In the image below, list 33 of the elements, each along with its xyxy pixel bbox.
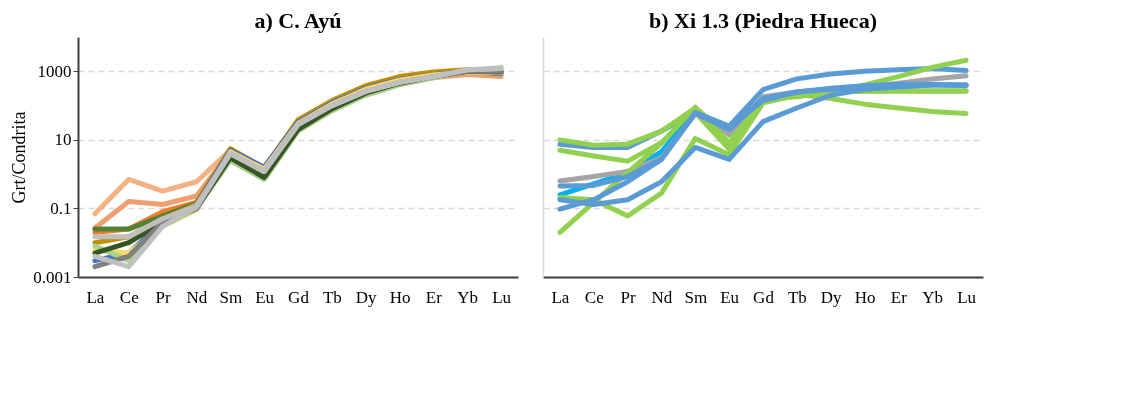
x-tick-label: Sm [219, 287, 243, 307]
x-tick-label: Eu [720, 287, 740, 307]
x-tick-label: Lu [492, 287, 512, 307]
x-tick-label: La [86, 287, 105, 307]
x-tick-label: Er [425, 287, 443, 307]
y-tick-label: 10 [54, 130, 72, 150]
chart-title: a) C. Ayú [254, 8, 342, 33]
x-tick-label: Pr [620, 287, 637, 307]
chart-title: b) Xi 1.3 (Piedra Hueca) [649, 8, 877, 33]
x-tick-label: Ho [389, 287, 411, 307]
x-tick-label: Tb [787, 287, 807, 307]
x-tick-label: Yb [457, 287, 479, 307]
x-tick-label: Eu [255, 287, 275, 307]
x-tick-label: Gd [753, 287, 775, 307]
x-tick-label: Yb [922, 287, 944, 307]
y-axis-title: Grt/Condrita [9, 111, 30, 204]
y-tick-label: 0.1 [50, 198, 72, 218]
x-tick-label: Ce [584, 287, 604, 307]
x-tick-label: Sm [684, 287, 708, 307]
x-tick-label: Tb [322, 287, 342, 307]
x-tick-label: Dy [820, 287, 843, 307]
y-tick-label: 1000 [37, 61, 72, 81]
x-tick-label: Gd [288, 287, 310, 307]
x-tick-label: Nd [651, 287, 673, 307]
x-tick-label: Ce [119, 287, 139, 307]
x-tick-label: La [551, 287, 570, 307]
y-tick-label: 0.001 [33, 267, 72, 287]
x-tick-label: Er [890, 287, 908, 307]
x-tick-label: Lu [957, 287, 977, 307]
x-tick-label: Dy [355, 287, 378, 307]
x-tick-label: Pr [155, 287, 172, 307]
x-tick-label: Nd [186, 287, 208, 307]
x-tick-label: Ho [854, 287, 876, 307]
